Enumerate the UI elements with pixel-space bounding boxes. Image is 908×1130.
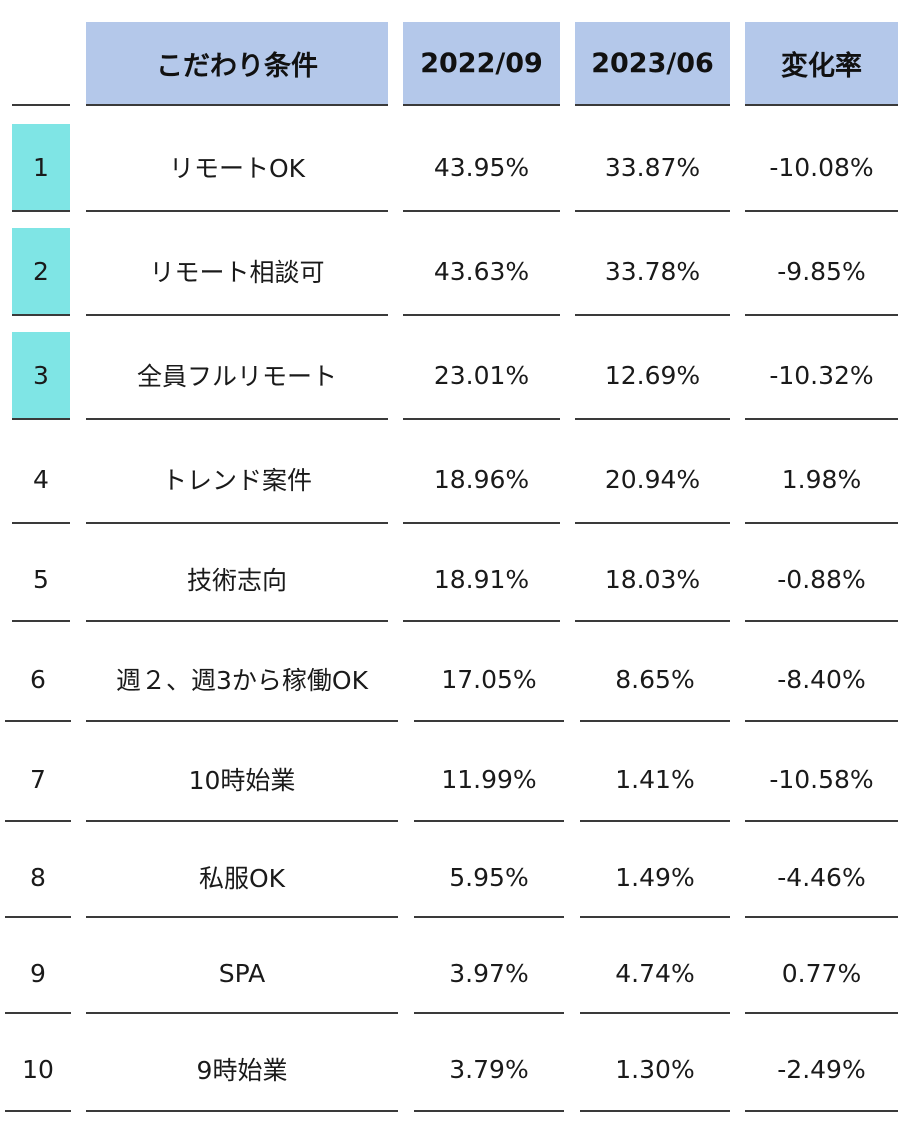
change-rate-cell: -10.32% bbox=[745, 332, 898, 420]
condition-cell: 10時始業 bbox=[86, 738, 398, 822]
value-2023-06-cell: 12.69% bbox=[575, 332, 730, 420]
value-2023-06-cell: 4.74% bbox=[580, 934, 730, 1014]
value-2022-09-cell: 18.91% bbox=[403, 538, 560, 622]
table-row: 1 リモートOK 43.95% 33.87% -10.08% bbox=[0, 124, 908, 212]
rank-cell: 4 bbox=[12, 436, 70, 524]
value-2023-06-cell: 8.65% bbox=[580, 638, 730, 722]
header-blank-cell bbox=[12, 104, 70, 106]
table-row: 3 全員フルリモート 23.01% 12.69% -10.32% bbox=[0, 332, 908, 420]
condition-cell: トレンド案件 bbox=[86, 436, 388, 524]
table-row: 2 リモート相談可 43.63% 33.78% -9.85% bbox=[0, 228, 908, 316]
condition-cell: 技術志向 bbox=[86, 538, 388, 622]
change-rate-cell: -4.46% bbox=[745, 838, 898, 918]
change-rate-cell: -10.58% bbox=[745, 738, 898, 822]
value-2023-06-cell: 33.78% bbox=[575, 228, 730, 316]
rank-cell: 10 bbox=[5, 1028, 71, 1112]
rank-cell: 7 bbox=[5, 738, 71, 822]
change-rate-cell: -0.88% bbox=[745, 538, 898, 622]
value-2022-09-cell: 23.01% bbox=[403, 332, 560, 420]
condition-cell: 週２、週3から稼働OK bbox=[86, 638, 398, 722]
table-row: 4 トレンド案件 18.96% 20.94% 1.98% bbox=[0, 436, 908, 524]
rank-cell: 2 bbox=[12, 228, 70, 316]
condition-cell: リモート相談可 bbox=[86, 228, 388, 316]
condition-cell: 私服OK bbox=[86, 838, 398, 918]
change-rate-cell: -10.08% bbox=[745, 124, 898, 212]
value-2022-09-cell: 43.63% bbox=[403, 228, 560, 316]
value-2022-09-cell: 3.79% bbox=[414, 1028, 564, 1112]
header-2022-09: 2022/09 bbox=[403, 22, 560, 106]
value-2022-09-cell: 5.95% bbox=[414, 838, 564, 918]
table-row: 7 10時始業 11.99% 1.41% -10.58% bbox=[0, 738, 908, 822]
condition-cell: 全員フルリモート bbox=[86, 332, 388, 420]
rank-cell: 1 bbox=[12, 124, 70, 212]
change-rate-cell: -9.85% bbox=[745, 228, 898, 316]
rank-cell: 5 bbox=[12, 538, 70, 622]
value-2022-09-cell: 43.95% bbox=[403, 124, 560, 212]
header-change-rate: 変化率 bbox=[745, 22, 898, 106]
change-rate-cell: -2.49% bbox=[745, 1028, 898, 1112]
value-2022-09-cell: 18.96% bbox=[403, 436, 560, 524]
change-rate-cell: 0.77% bbox=[745, 934, 898, 1014]
rank-cell: 8 bbox=[5, 838, 71, 918]
value-2023-06-cell: 1.49% bbox=[580, 838, 730, 918]
change-rate-cell: -8.40% bbox=[745, 638, 898, 722]
value-2022-09-cell: 3.97% bbox=[414, 934, 564, 1014]
rank-cell: 6 bbox=[5, 638, 71, 722]
table-row: 6 週２、週3から稼働OK 17.05% 8.65% -8.40% bbox=[0, 638, 908, 722]
value-2022-09-cell: 11.99% bbox=[414, 738, 564, 822]
value-2022-09-cell: 17.05% bbox=[414, 638, 564, 722]
header-condition: こだわり条件 bbox=[86, 22, 388, 106]
table-row: 9 SPA 3.97% 4.74% 0.77% bbox=[0, 934, 908, 1014]
table-row: 8 私服OK 5.95% 1.49% -4.46% bbox=[0, 838, 908, 918]
value-2023-06-cell: 33.87% bbox=[575, 124, 730, 212]
condition-cell: SPA bbox=[86, 934, 398, 1014]
change-rate-cell: 1.98% bbox=[745, 436, 898, 524]
rank-cell: 9 bbox=[5, 934, 71, 1014]
value-2023-06-cell: 1.30% bbox=[580, 1028, 730, 1112]
table-row: 10 9時始業 3.79% 1.30% -2.49% bbox=[0, 1028, 908, 1112]
table-row: 5 技術志向 18.91% 18.03% -0.88% bbox=[0, 538, 908, 622]
header-2023-06: 2023/06 bbox=[575, 22, 730, 106]
rank-cell: 3 bbox=[12, 332, 70, 420]
condition-cell: 9時始業 bbox=[86, 1028, 398, 1112]
condition-cell: リモートOK bbox=[86, 124, 388, 212]
value-2023-06-cell: 20.94% bbox=[575, 436, 730, 524]
value-2023-06-cell: 18.03% bbox=[575, 538, 730, 622]
value-2023-06-cell: 1.41% bbox=[580, 738, 730, 822]
